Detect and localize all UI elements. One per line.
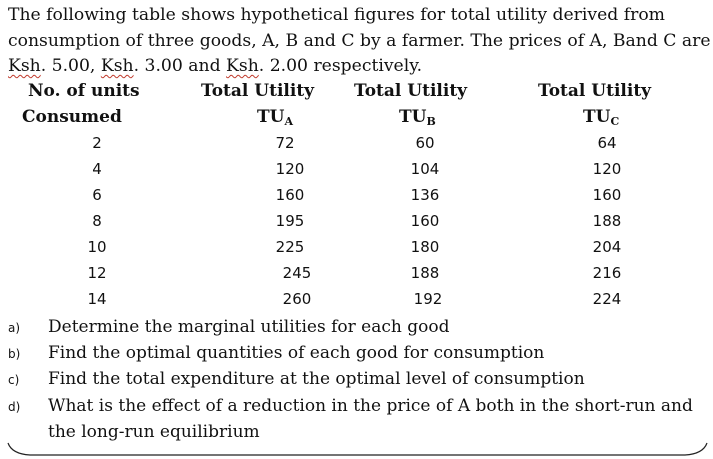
header-tu-a: TUA [257, 107, 294, 128]
question-d-continuation: the long-run equilibrium [48, 422, 260, 442]
intro-line-2: consumption of three goods, A, B and C b… [8, 30, 711, 51]
list-item: b) Find the optimal quantities of each go… [8, 343, 544, 363]
cell-tu-a: 260 [282, 290, 312, 308]
cell-units: 10 [87, 238, 107, 256]
cell-units: 8 [92, 212, 102, 230]
cell-tu-a: 245 [282, 264, 312, 282]
cell-tu-c: 204 [592, 238, 622, 256]
question-text: Find the total expenditure at the optima… [48, 369, 585, 389]
list-item: d) What is the effect of a reduction in t… [8, 396, 693, 416]
cell-tu-b: 180 [410, 238, 440, 256]
cell-tu-a: 72 [275, 134, 295, 152]
cell-tu-c: 160 [592, 186, 622, 204]
intro-line-1: The following table shows hypothetical f… [8, 5, 665, 25]
cell-tu-c: 216 [592, 264, 622, 282]
cell-tu-b: 104 [410, 160, 440, 178]
cell-tu-b: 60 [415, 134, 435, 152]
question-label: d) [8, 400, 21, 414]
cell-tu-b: 188 [410, 264, 440, 282]
cell-tu-b: 192 [413, 290, 443, 308]
cell-tu-b: 160 [410, 212, 440, 230]
header-a-line1: Total Utility [201, 81, 315, 101]
list-item: a) Determine the marginal utilities for e… [8, 317, 449, 337]
cell-units: 6 [92, 186, 102, 204]
currency-ksh: Ksh [8, 56, 41, 76]
question-text: Find the optimal quantities of each good… [48, 343, 545, 363]
cell-units: 12 [87, 264, 107, 282]
cell-units: 4 [92, 160, 102, 178]
question-label: c) [8, 373, 20, 387]
list-item: c) Find the total expenditure at the opti… [8, 369, 585, 389]
cell-units: 14 [87, 290, 107, 308]
header-tu-c: TUC [583, 107, 620, 128]
question-label: b) [8, 347, 21, 361]
cell-tu-c: 224 [592, 290, 622, 308]
header-b-line1: Total Utility [354, 81, 468, 101]
cell-tu-a: 120 [275, 160, 305, 178]
cell-units: 2 [92, 134, 102, 152]
currency-ksh: Ksh [226, 56, 259, 76]
question-text: Determine the marginal utilities for eac… [48, 317, 450, 337]
header-units-line2: Consumed [22, 107, 122, 127]
cell-tu-b: 136 [410, 186, 440, 204]
question-label: a) [8, 321, 21, 335]
cell-tu-c: 188 [592, 212, 622, 230]
cell-tu-a: 160 [275, 186, 305, 204]
header-c-line1: Total Utility [538, 81, 652, 101]
currency-ksh: Ksh [100, 56, 134, 76]
cell-tu-c: 120 [592, 160, 622, 178]
cell-tu-a: 225 [275, 238, 305, 256]
cell-tu-c: 64 [597, 134, 617, 152]
header-units-line1: No. of units [28, 81, 140, 101]
header-tu-b: TUB [399, 107, 436, 128]
intro-paragraph: The following table shows hypothetical f… [8, 3, 711, 80]
intro-line-3: Ksh. 5.00, Ksh. 3.00 and Ksh. 2.00 respe… [8, 56, 423, 76]
cell-tu-a: 195 [275, 212, 305, 230]
question-text: What is the effect of a reduction in the… [48, 396, 693, 416]
